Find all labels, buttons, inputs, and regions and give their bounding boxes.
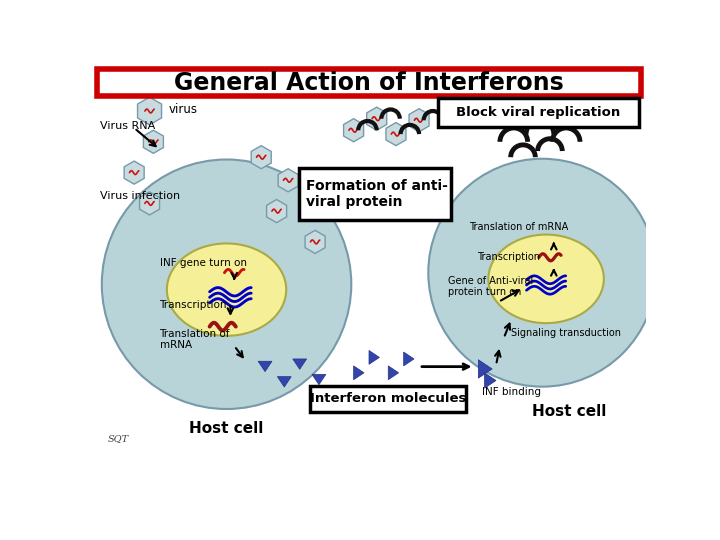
Polygon shape — [386, 123, 406, 146]
Polygon shape — [266, 200, 287, 222]
Polygon shape — [140, 192, 160, 215]
Circle shape — [428, 159, 656, 387]
Ellipse shape — [167, 244, 287, 336]
Polygon shape — [305, 231, 325, 253]
FancyBboxPatch shape — [97, 69, 641, 96]
Text: Virus RNA: Virus RNA — [99, 122, 155, 131]
Polygon shape — [354, 366, 364, 380]
Polygon shape — [369, 350, 379, 365]
Polygon shape — [409, 109, 429, 132]
Text: Interferon molecules: Interferon molecules — [310, 393, 467, 406]
Polygon shape — [277, 377, 291, 387]
Text: Transcription: Transcription — [160, 300, 227, 310]
Text: Virus infection: Virus infection — [99, 191, 179, 201]
Polygon shape — [138, 97, 161, 125]
Polygon shape — [258, 361, 272, 372]
Text: INF binding: INF binding — [482, 387, 541, 397]
Polygon shape — [404, 352, 414, 366]
Polygon shape — [278, 168, 298, 192]
Polygon shape — [343, 119, 364, 142]
Circle shape — [102, 159, 351, 409]
Polygon shape — [485, 373, 496, 388]
Text: Signaling transduction: Signaling transduction — [511, 328, 621, 338]
Text: SQT: SQT — [108, 434, 130, 443]
Text: Formation of anti-
viral protein: Formation of anti- viral protein — [306, 179, 448, 210]
Polygon shape — [251, 146, 271, 168]
Polygon shape — [124, 161, 144, 184]
Polygon shape — [143, 130, 163, 153]
FancyBboxPatch shape — [438, 98, 639, 127]
Polygon shape — [478, 360, 492, 378]
Text: Host cell: Host cell — [532, 404, 606, 419]
Text: General Action of Interferons: General Action of Interferons — [174, 71, 564, 94]
Text: virus: virus — [168, 103, 198, 116]
Text: Translation of mRNA: Translation of mRNA — [469, 221, 568, 232]
Polygon shape — [312, 374, 326, 384]
Text: Host cell: Host cell — [189, 421, 264, 436]
Text: Translation of
mRNA: Translation of mRNA — [160, 329, 230, 350]
FancyBboxPatch shape — [299, 168, 451, 220]
FancyBboxPatch shape — [310, 386, 466, 412]
Polygon shape — [293, 359, 307, 369]
Text: INF gene turn on: INF gene turn on — [160, 258, 246, 268]
Text: Transcription: Transcription — [477, 252, 540, 262]
Polygon shape — [388, 366, 399, 380]
Polygon shape — [366, 107, 387, 130]
Ellipse shape — [488, 234, 604, 323]
Text: Gene of Anti-viral
protein turn on: Gene of Anti-viral protein turn on — [448, 276, 533, 298]
Text: Block viral replication: Block viral replication — [456, 106, 621, 119]
